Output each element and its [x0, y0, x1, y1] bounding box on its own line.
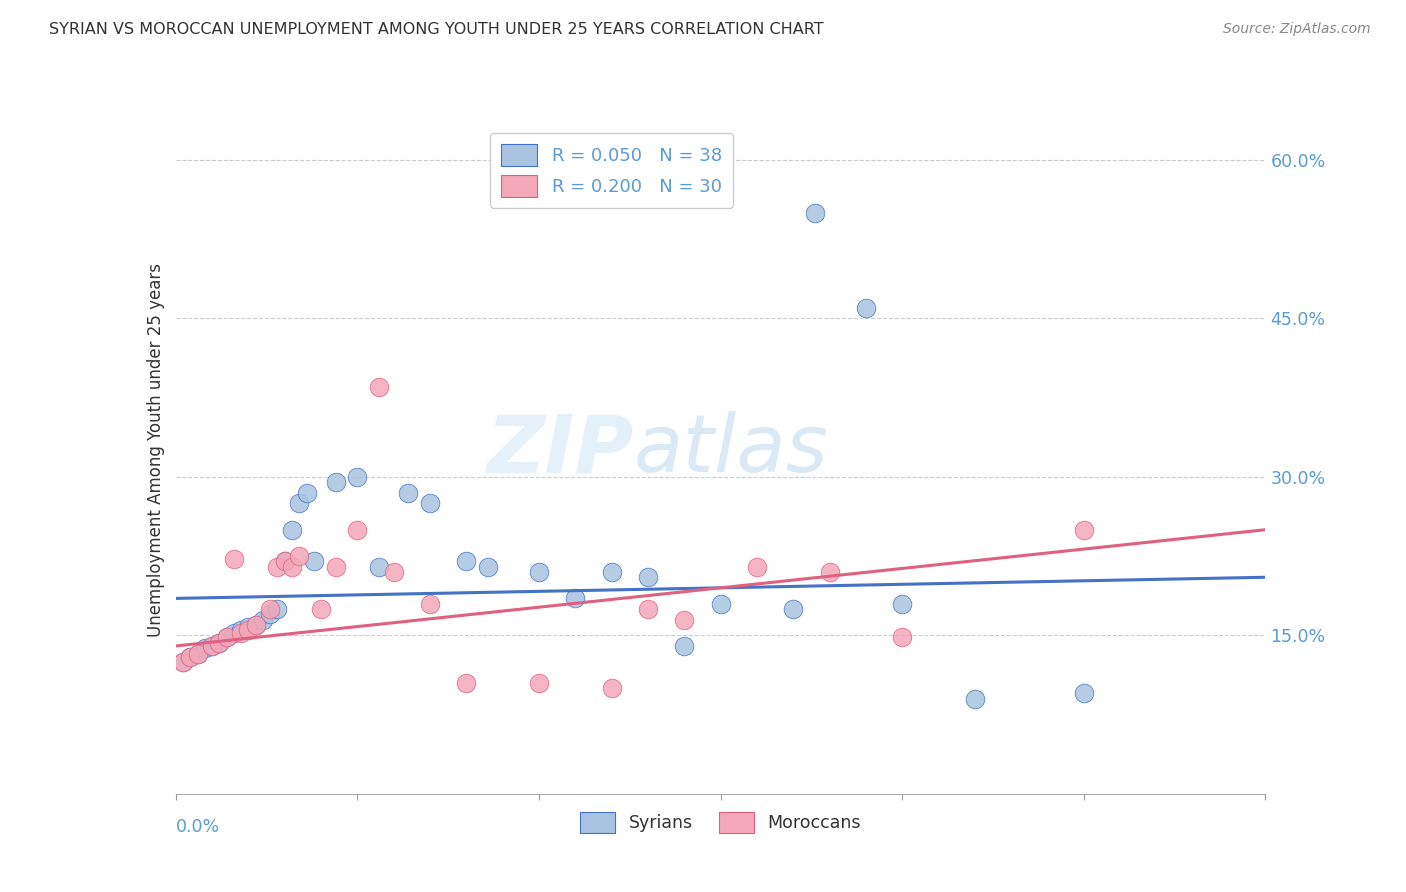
- Text: SYRIAN VS MOROCCAN UNEMPLOYMENT AMONG YOUTH UNDER 25 YEARS CORRELATION CHART: SYRIAN VS MOROCCAN UNEMPLOYMENT AMONG YO…: [49, 22, 824, 37]
- Point: [222, 626, 245, 640]
- Point: [208, 636, 231, 650]
- Point: [309, 602, 332, 616]
- Point: [288, 549, 311, 563]
- Point: [419, 597, 441, 611]
- Legend: Syrians, Moroccans: Syrians, Moroccans: [574, 805, 868, 840]
- Point: [222, 552, 245, 566]
- Point: [231, 623, 253, 637]
- Point: [281, 523, 304, 537]
- Point: [172, 655, 194, 669]
- Point: [186, 648, 209, 662]
- Point: [396, 485, 419, 500]
- Point: [245, 617, 267, 632]
- Point: [179, 649, 201, 664]
- Point: [456, 676, 478, 690]
- Point: [368, 559, 391, 574]
- Point: [325, 559, 347, 574]
- Y-axis label: Unemployment Among Youth under 25 years: Unemployment Among Youth under 25 years: [146, 263, 165, 638]
- Point: [208, 636, 231, 650]
- Point: [194, 641, 217, 656]
- Text: Source: ZipAtlas.com: Source: ZipAtlas.com: [1223, 22, 1371, 37]
- Point: [245, 617, 267, 632]
- Point: [527, 565, 550, 579]
- Point: [818, 565, 841, 579]
- Point: [201, 639, 224, 653]
- Point: [252, 613, 274, 627]
- Point: [855, 301, 877, 315]
- Point: [637, 602, 659, 616]
- Point: [673, 639, 696, 653]
- Point: [186, 648, 209, 662]
- Point: [266, 559, 288, 574]
- Point: [259, 607, 281, 622]
- Point: [231, 626, 253, 640]
- Point: [564, 591, 586, 606]
- Point: [295, 485, 318, 500]
- Point: [891, 631, 914, 645]
- Point: [346, 470, 368, 484]
- Point: [1073, 686, 1095, 700]
- Text: ZIP: ZIP: [486, 411, 633, 490]
- Point: [382, 565, 405, 579]
- Point: [215, 631, 238, 645]
- Point: [963, 691, 986, 706]
- Point: [274, 554, 297, 568]
- Point: [215, 631, 238, 645]
- Point: [710, 597, 733, 611]
- Point: [259, 602, 281, 616]
- Text: 0.0%: 0.0%: [176, 818, 219, 836]
- Point: [600, 565, 623, 579]
- Point: [281, 559, 304, 574]
- Text: atlas: atlas: [633, 411, 828, 490]
- Point: [527, 676, 550, 690]
- Point: [477, 559, 499, 574]
- Point: [266, 602, 288, 616]
- Point: [238, 620, 260, 634]
- Point: [346, 523, 368, 537]
- Point: [673, 613, 696, 627]
- Point: [456, 554, 478, 568]
- Point: [274, 554, 297, 568]
- Point: [782, 602, 804, 616]
- Point: [368, 380, 391, 394]
- Point: [201, 639, 224, 653]
- Point: [288, 496, 311, 510]
- Point: [891, 597, 914, 611]
- Point: [745, 559, 768, 574]
- Point: [302, 554, 325, 568]
- Point: [179, 649, 201, 664]
- Point: [325, 475, 347, 490]
- Point: [1073, 523, 1095, 537]
- Point: [419, 496, 441, 510]
- Point: [804, 205, 827, 219]
- Point: [637, 570, 659, 584]
- Point: [600, 681, 623, 696]
- Point: [238, 623, 260, 637]
- Point: [172, 655, 194, 669]
